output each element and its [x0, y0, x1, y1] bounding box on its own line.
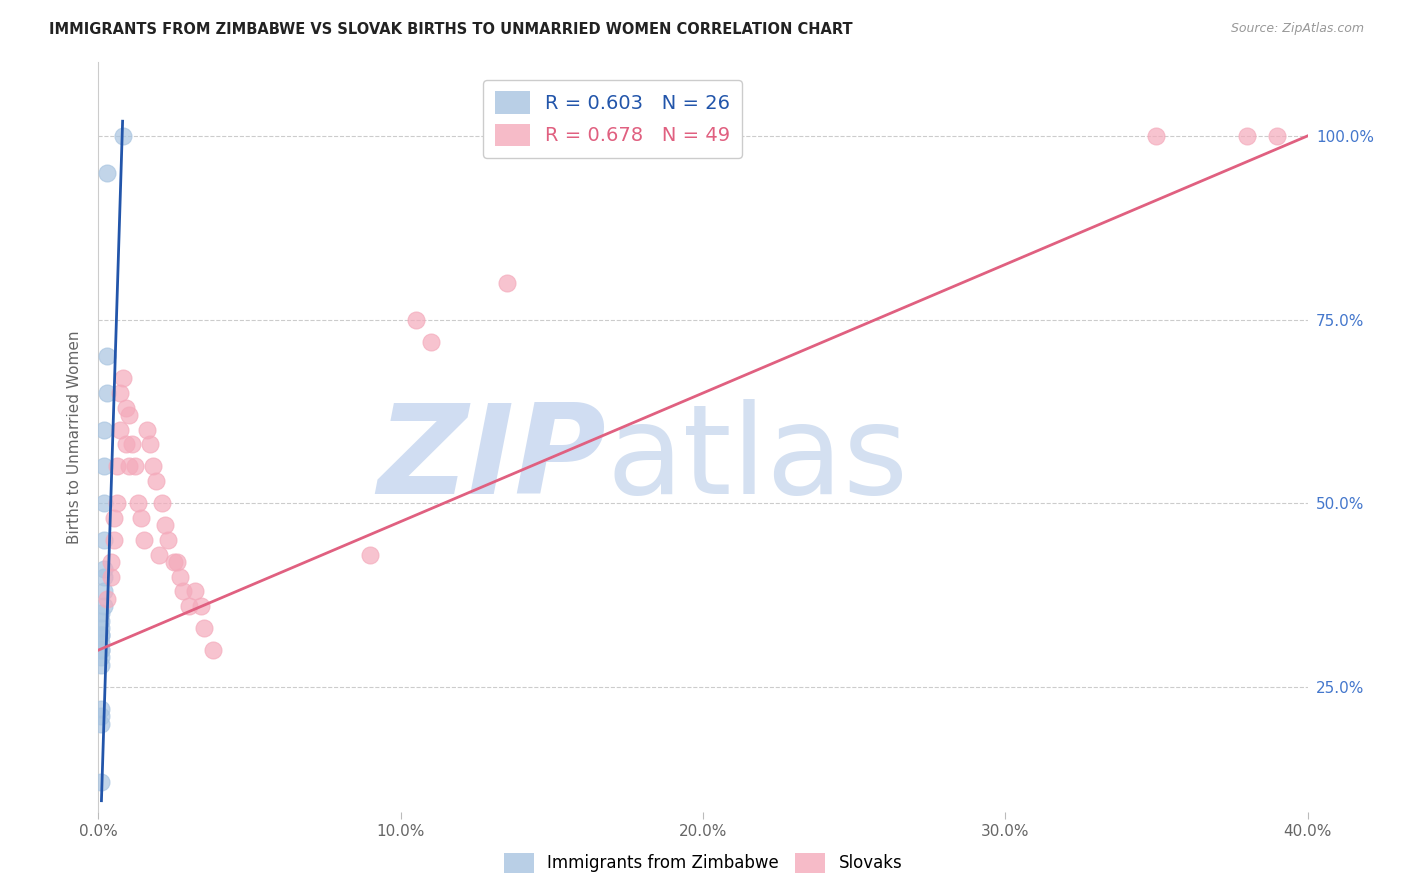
Legend: R = 0.603   N = 26, R = 0.678   N = 49: R = 0.603 N = 26, R = 0.678 N = 49 — [484, 79, 742, 158]
Point — [90, 775, 112, 789]
Point — [179, 599, 201, 613]
Point — [190, 599, 212, 613]
Point — [90, 716, 112, 731]
Point — [93, 562, 115, 576]
Point — [156, 533, 179, 547]
Point — [90, 643, 112, 657]
Point — [96, 166, 118, 180]
Point — [118, 459, 141, 474]
Point — [90, 607, 112, 621]
Point — [1144, 128, 1167, 143]
Point — [129, 511, 152, 525]
Point — [631, 128, 654, 143]
Point — [90, 621, 112, 635]
Point — [108, 386, 131, 401]
Point — [90, 614, 112, 628]
Point — [90, 702, 112, 716]
Point — [148, 548, 170, 562]
Point — [139, 437, 162, 451]
Point — [105, 496, 128, 510]
Point — [172, 584, 194, 599]
Point — [111, 128, 134, 143]
Point — [96, 591, 118, 606]
Text: Source: ZipAtlas.com: Source: ZipAtlas.com — [1230, 22, 1364, 36]
Point — [111, 371, 134, 385]
Point — [163, 555, 186, 569]
Point — [420, 334, 443, 349]
Point — [1267, 128, 1289, 143]
Point — [90, 636, 112, 650]
Point — [202, 643, 225, 657]
Point — [360, 548, 382, 562]
Point — [103, 533, 125, 547]
Point — [118, 408, 141, 422]
Point — [661, 128, 683, 143]
Point — [114, 437, 136, 451]
Point — [93, 459, 115, 474]
Point — [93, 533, 115, 547]
Point — [602, 128, 624, 143]
Point — [405, 312, 427, 326]
Point — [90, 709, 112, 723]
Point — [90, 650, 112, 665]
Point — [184, 584, 207, 599]
Point — [90, 643, 112, 657]
Point — [114, 401, 136, 415]
Point — [586, 128, 609, 143]
Point — [108, 423, 131, 437]
Point — [145, 474, 167, 488]
Point — [132, 533, 155, 547]
Point — [105, 459, 128, 474]
Legend: Immigrants from Zimbabwe, Slovaks: Immigrants from Zimbabwe, Slovaks — [496, 847, 910, 880]
Point — [96, 386, 118, 401]
Point — [90, 628, 112, 642]
Point — [93, 584, 115, 599]
Point — [127, 496, 149, 510]
Point — [1236, 128, 1258, 143]
Point — [100, 569, 122, 583]
Point — [193, 621, 215, 635]
Text: atlas: atlas — [606, 399, 908, 520]
Point — [93, 569, 115, 583]
Point — [142, 459, 165, 474]
Point — [124, 459, 146, 474]
Point — [616, 128, 638, 143]
Point — [121, 437, 143, 451]
Point — [90, 628, 112, 642]
Point — [135, 423, 157, 437]
Point — [495, 276, 517, 290]
Point — [96, 349, 118, 363]
Point — [100, 555, 122, 569]
Point — [150, 496, 173, 510]
Point — [93, 423, 115, 437]
Point — [166, 555, 188, 569]
Point — [103, 511, 125, 525]
Text: ZIP: ZIP — [378, 399, 606, 520]
Text: IMMIGRANTS FROM ZIMBABWE VS SLOVAK BIRTHS TO UNMARRIED WOMEN CORRELATION CHART: IMMIGRANTS FROM ZIMBABWE VS SLOVAK BIRTH… — [49, 22, 853, 37]
Y-axis label: Births to Unmarried Women: Births to Unmarried Women — [67, 330, 83, 544]
Point — [90, 657, 112, 672]
Point — [692, 128, 714, 143]
Point — [93, 599, 115, 613]
Point — [93, 496, 115, 510]
Point — [153, 518, 176, 533]
Point — [169, 569, 191, 583]
